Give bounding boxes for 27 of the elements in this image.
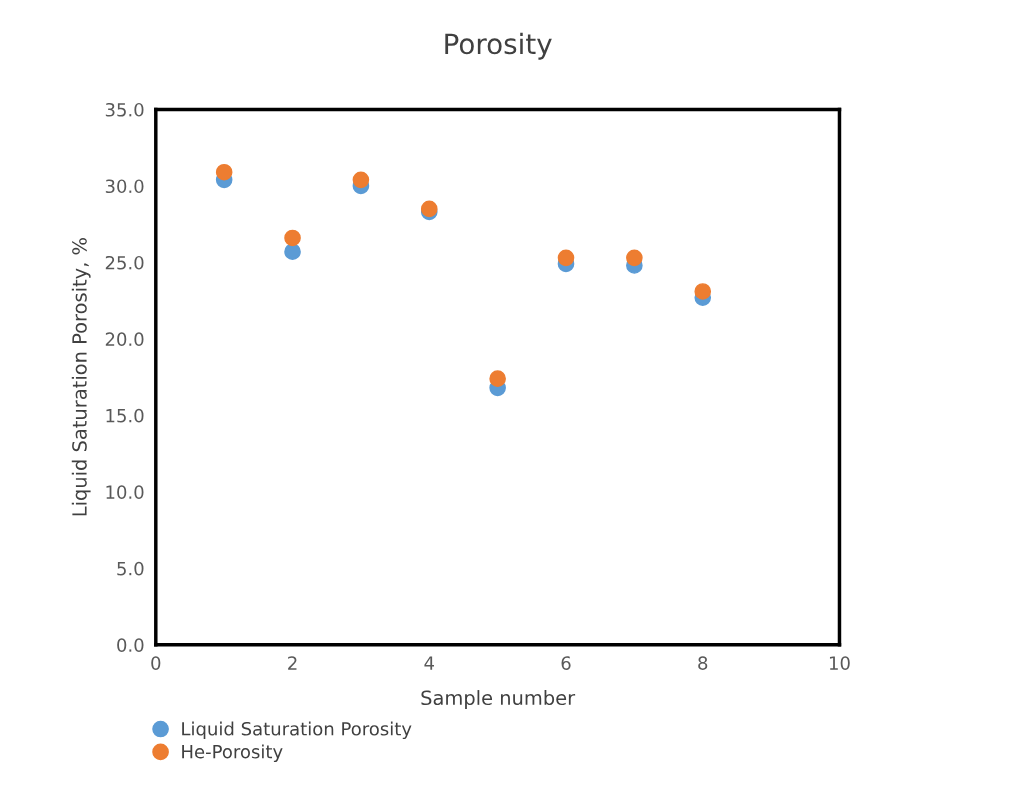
legend-label: Liquid Saturation Porosity [182,721,412,740]
point [284,229,301,247]
y-tick-label: 15.0 [106,408,144,423]
point [557,249,575,267]
x-tick-label: 8 [698,656,708,670]
point [694,283,712,300]
point [489,370,506,387]
legend-label: He-Porosity [182,744,283,762]
y-tick-label: 35.0 [105,102,144,117]
x-tick-label: 4 [424,656,434,670]
y-tick-label: 10.0 [106,485,144,499]
y-tick-label: 25.0 [105,255,144,270]
x-tick-label: 2 [288,656,297,670]
x-tick-label: 6 [561,656,571,670]
point [215,163,233,181]
point [352,171,370,189]
chart-title: Porosity [445,32,552,60]
point [284,243,301,261]
y-tick-label: 30.0 [105,179,144,194]
y-tick-label: 0.0 [117,638,144,652]
y-tick-label: 20.0 [105,332,144,347]
y-tick-label: 5.0 [117,561,144,576]
y-axis-title: Liquid Saturation Porosity, % [71,238,91,516]
x-axis-title: Sample number [421,690,576,709]
x-tick-label: 0 [151,656,161,670]
point [626,249,643,267]
x-tick-label: 10 [829,656,850,670]
